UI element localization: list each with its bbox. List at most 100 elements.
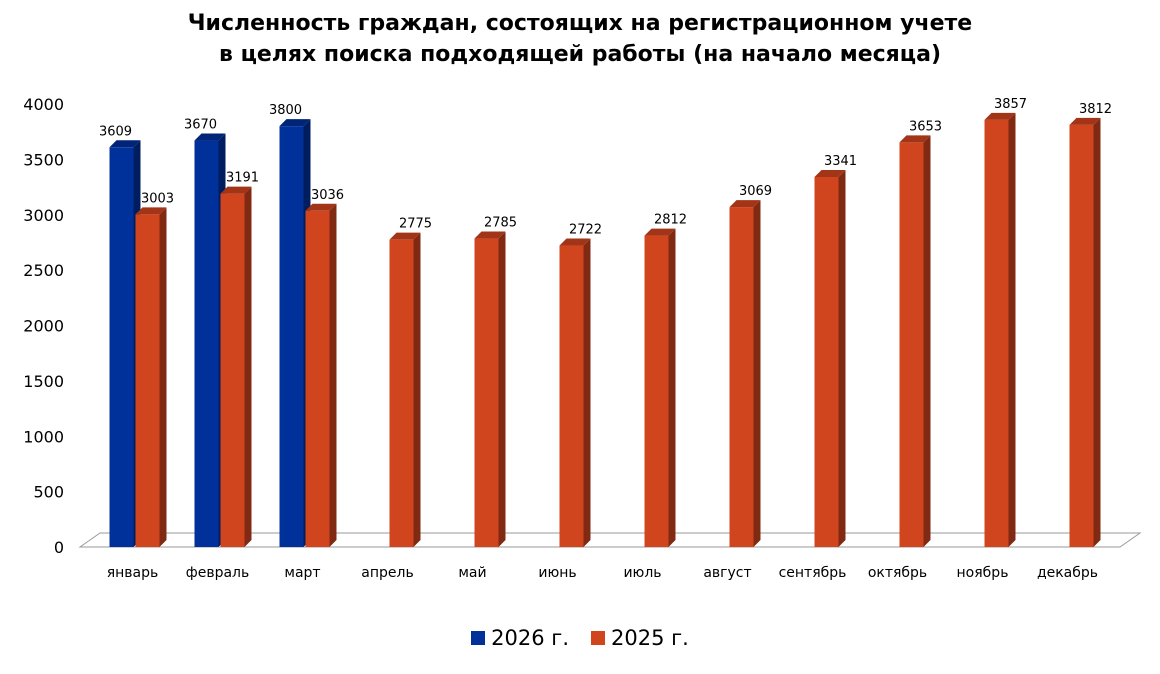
bar-side — [923, 135, 931, 548]
y-tick-label: 1500 — [23, 372, 64, 391]
bar-group-7 — [644, 228, 676, 548]
bar-top — [305, 203, 337, 211]
bar — [729, 200, 761, 547]
bar-group-5 — [474, 231, 506, 547]
bar-group-6 — [559, 238, 591, 547]
data-label: 3670 — [184, 118, 217, 133]
bar-group-2 — [194, 133, 252, 548]
bar — [1069, 117, 1101, 548]
bar-group-12 — [1069, 117, 1101, 548]
bar-top — [1069, 117, 1101, 125]
y-tick-label: 500 — [33, 483, 64, 502]
data-label: 3003 — [141, 191, 174, 206]
data-label: 3609 — [99, 124, 132, 139]
bar-top — [220, 186, 252, 194]
bar — [899, 135, 931, 548]
x-tick-label: декабрь — [1037, 565, 1098, 581]
data-label: 3191 — [226, 171, 259, 186]
data-label: 3812 — [1079, 102, 1112, 117]
data-label: 2785 — [484, 216, 517, 231]
bar-side — [583, 238, 591, 547]
data-label: 3653 — [909, 119, 942, 134]
bar — [220, 186, 252, 548]
bar-side — [329, 203, 337, 547]
legend-label-2025: 2025 г. — [611, 626, 689, 650]
data-label: 3036 — [311, 188, 344, 203]
bar-side — [1008, 112, 1016, 547]
bar-side — [668, 228, 676, 548]
data-label: 2812 — [654, 213, 687, 228]
y-tick-label: 3500 — [23, 150, 64, 169]
legend-swatch-2025 — [591, 631, 605, 645]
x-tick-label: февраль — [186, 565, 250, 581]
legend-label-2026: 2026 г. — [491, 626, 569, 650]
bar-top — [899, 135, 931, 143]
bar-front — [389, 239, 414, 547]
bar-side — [413, 232, 421, 547]
bar-top — [279, 119, 311, 127]
data-label: 3857 — [994, 97, 1027, 112]
data-label: 3800 — [269, 103, 302, 118]
bar-top — [559, 238, 591, 246]
chart-title: Численность граждан, состоящих на регист… — [0, 8, 1160, 70]
x-tick-label: май — [458, 565, 486, 581]
bar-top — [729, 200, 761, 208]
legend-item-2025: 2025 г. — [591, 626, 689, 650]
bar-group-1 — [109, 140, 167, 547]
bar-side — [159, 207, 167, 547]
bar-group-8 — [729, 200, 761, 547]
bar-group-4 — [389, 232, 421, 547]
chart-floor — [78, 532, 1142, 548]
bar-front — [644, 235, 669, 548]
bar-front — [559, 245, 584, 547]
x-tick-label: октябрь — [868, 565, 927, 581]
bar — [644, 228, 676, 548]
bar — [389, 232, 421, 547]
bar-top — [135, 207, 167, 215]
bar-group-9 — [814, 169, 846, 547]
bar — [474, 231, 506, 547]
bar — [559, 238, 591, 547]
data-label: 2775 — [399, 217, 432, 232]
bar-front — [474, 238, 499, 547]
legend-swatch-2026 — [471, 631, 486, 645]
bar — [984, 112, 1016, 547]
x-tick-label: июнь — [538, 565, 576, 581]
bar-side — [838, 169, 846, 547]
chart-title-line-1: Численность граждан, состоящих на регист… — [187, 11, 973, 36]
bar-front — [194, 140, 219, 548]
y-tick-label: 0 — [54, 538, 64, 557]
bar-top — [194, 133, 226, 141]
bar — [305, 203, 337, 547]
bar-group-10 — [899, 135, 931, 548]
bar-side — [498, 231, 506, 547]
bar-top — [109, 140, 141, 148]
y-tick-label: 4000 — [23, 95, 64, 114]
bar-group-3 — [279, 119, 337, 548]
bar — [814, 169, 846, 547]
data-label: 3341 — [824, 154, 857, 169]
legend-item-2026: 2026 г. — [471, 626, 569, 650]
bar-side — [1093, 117, 1101, 548]
y-tick-label: 2000 — [23, 317, 64, 336]
x-tick-label: август — [703, 565, 751, 581]
chart-title-line-2: в целях поиска подходящей работы (на нач… — [219, 42, 941, 67]
bar-top — [474, 231, 506, 239]
x-tick-label: июль — [623, 565, 661, 581]
bar-top — [814, 169, 846, 177]
y-tick-label: 3000 — [23, 206, 64, 225]
bar-side — [244, 186, 252, 548]
bar-front — [1069, 124, 1094, 548]
bar-front — [729, 207, 754, 547]
bar-top — [389, 232, 421, 240]
data-label: 2722 — [569, 223, 602, 238]
bar — [135, 207, 167, 547]
legend: 2026 г. 2025 г. — [0, 626, 1160, 650]
bar-front — [984, 119, 1009, 547]
bar-front — [135, 214, 160, 547]
y-tick-label: 2500 — [23, 261, 64, 280]
x-tick-label: январь — [107, 565, 159, 581]
bar-group-11 — [984, 112, 1016, 547]
bar-front — [814, 176, 839, 547]
